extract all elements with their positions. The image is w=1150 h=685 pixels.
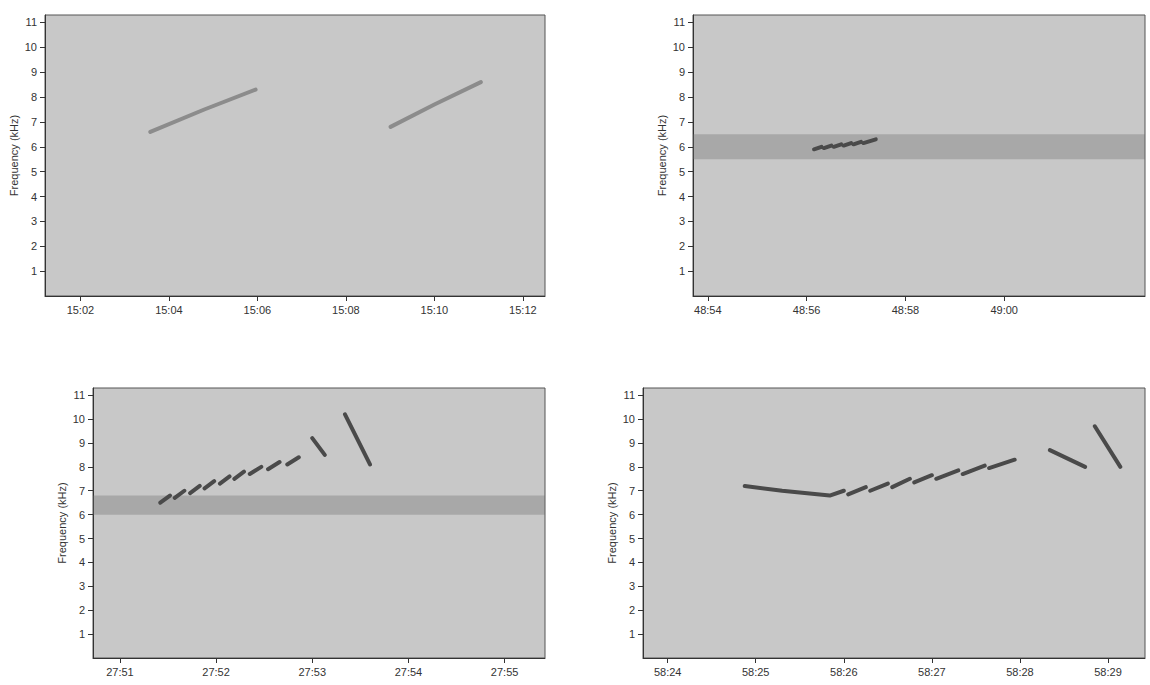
svg-text:11: 11	[674, 16, 685, 28]
svg-text:Frequency (kHz): Frequency (kHz)	[8, 115, 20, 196]
svg-text:1: 1	[629, 628, 635, 640]
svg-text:58:27: 58:27	[918, 666, 946, 678]
svg-text:9: 9	[629, 437, 635, 449]
svg-text:6: 6	[31, 141, 37, 153]
svg-text:5: 5	[679, 166, 685, 178]
svg-text:1: 1	[31, 265, 37, 277]
svg-text:49:00: 49:00	[990, 304, 1018, 316]
svg-text:15:10: 15:10	[421, 304, 449, 316]
svg-text:5: 5	[31, 166, 37, 178]
svg-text:10: 10	[623, 413, 635, 425]
svg-text:2: 2	[629, 604, 635, 616]
svg-text:3: 3	[629, 580, 635, 592]
svg-text:10: 10	[73, 413, 85, 425]
svg-text:4: 4	[629, 556, 635, 568]
svg-text:15:08: 15:08	[332, 304, 360, 316]
svg-text:27:53: 27:53	[299, 666, 327, 678]
svg-text:15:06: 15:06	[244, 304, 272, 316]
svg-text:Frequency (kHz): Frequency (kHz)	[606, 482, 618, 563]
svg-text:58:29: 58:29	[1094, 666, 1122, 678]
svg-text:7: 7	[629, 485, 635, 497]
svg-text:27:55: 27:55	[491, 666, 519, 678]
svg-text:5: 5	[629, 533, 635, 545]
svg-text:6: 6	[629, 509, 635, 521]
svg-text:3: 3	[31, 215, 37, 227]
svg-text:9: 9	[79, 437, 85, 449]
svg-text:9: 9	[31, 66, 37, 78]
svg-text:4: 4	[31, 191, 37, 203]
svg-text:48:54: 48:54	[694, 304, 722, 316]
svg-text:11: 11	[74, 389, 85, 401]
svg-text:Frequency (kHz): Frequency (kHz)	[56, 482, 68, 563]
svg-text:4: 4	[79, 556, 85, 568]
svg-text:5: 5	[79, 533, 85, 545]
svg-text:3: 3	[79, 580, 85, 592]
svg-text:27:52: 27:52	[202, 666, 230, 678]
svg-text:27:51: 27:51	[106, 666, 134, 678]
svg-text:1: 1	[79, 628, 85, 640]
svg-text:58:28: 58:28	[1006, 666, 1034, 678]
svg-text:6: 6	[79, 509, 85, 521]
svg-text:2: 2	[31, 240, 37, 252]
svg-text:48:58: 48:58	[892, 304, 920, 316]
svg-text:7: 7	[679, 116, 685, 128]
svg-text:27:54: 27:54	[395, 666, 423, 678]
svg-text:7: 7	[79, 485, 85, 497]
svg-text:58:26: 58:26	[830, 666, 858, 678]
svg-text:3: 3	[679, 215, 685, 227]
svg-text:8: 8	[31, 91, 37, 103]
svg-text:8: 8	[679, 91, 685, 103]
svg-text:4: 4	[679, 191, 685, 203]
svg-text:11: 11	[26, 16, 37, 28]
svg-text:6: 6	[679, 141, 685, 153]
svg-text:58:24: 58:24	[654, 666, 682, 678]
svg-text:15:02: 15:02	[67, 304, 95, 316]
svg-text:58:25: 58:25	[742, 666, 770, 678]
svg-text:Frequency (kHz): Frequency (kHz)	[656, 115, 668, 196]
svg-text:1: 1	[679, 265, 685, 277]
svg-text:15:12: 15:12	[509, 304, 537, 316]
svg-text:2: 2	[79, 604, 85, 616]
svg-text:9: 9	[679, 66, 685, 78]
svg-text:10: 10	[25, 41, 37, 53]
svg-text:8: 8	[79, 461, 85, 473]
svg-text:15:04: 15:04	[155, 304, 183, 316]
svg-text:11: 11	[624, 389, 635, 401]
svg-text:10: 10	[673, 41, 685, 53]
svg-text:2: 2	[679, 240, 685, 252]
svg-text:8: 8	[629, 461, 635, 473]
svg-text:48:56: 48:56	[793, 304, 821, 316]
svg-text:7: 7	[31, 116, 37, 128]
